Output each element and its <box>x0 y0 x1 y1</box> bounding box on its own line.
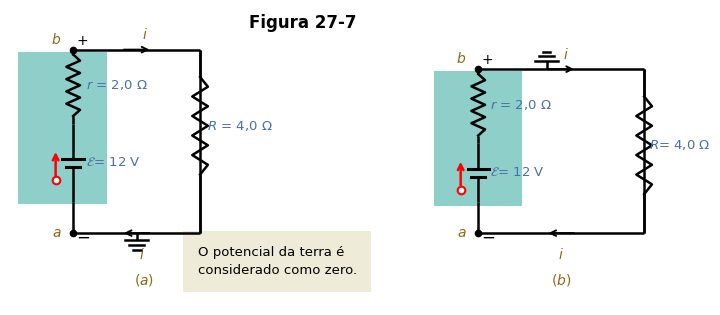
Text: $i$: $i$ <box>142 27 148 42</box>
Text: $R$= 4,0 Ω: $R$= 4,0 Ω <box>649 138 711 152</box>
Text: $\mathcal{E}$= 12 V: $\mathcal{E}$= 12 V <box>86 156 140 169</box>
Text: $(b)$: $(b)$ <box>551 272 572 288</box>
Text: $b$: $b$ <box>51 32 61 47</box>
Text: +: + <box>76 34 88 48</box>
Text: $r$ = 2,0 Ω: $r$ = 2,0 Ω <box>490 98 552 112</box>
Text: $i$: $i$ <box>563 47 569 62</box>
Text: $(a)$: $(a)$ <box>135 272 155 288</box>
Text: −: − <box>481 229 495 247</box>
Bar <box>434 71 522 206</box>
Text: $i$: $i$ <box>139 247 145 262</box>
Text: Figura 27-7: Figura 27-7 <box>249 14 356 32</box>
Text: $a$: $a$ <box>52 226 61 240</box>
Text: $R$ = 4,0 Ω: $R$ = 4,0 Ω <box>207 119 273 133</box>
Text: $a$: $a$ <box>457 226 467 240</box>
Text: −: − <box>76 229 90 247</box>
Bar <box>17 52 107 204</box>
Text: $r$ = 2,0 Ω: $r$ = 2,0 Ω <box>86 78 148 92</box>
Text: +: + <box>481 53 492 67</box>
Text: $i$: $i$ <box>558 247 564 262</box>
Text: $b$: $b$ <box>456 51 467 66</box>
Text: O potencial da terra é
considerado como zero.: O potencial da terra é considerado como … <box>197 246 356 277</box>
Text: $\mathcal{E}$= 12 V: $\mathcal{E}$= 12 V <box>490 166 544 179</box>
FancyBboxPatch shape <box>184 231 371 292</box>
